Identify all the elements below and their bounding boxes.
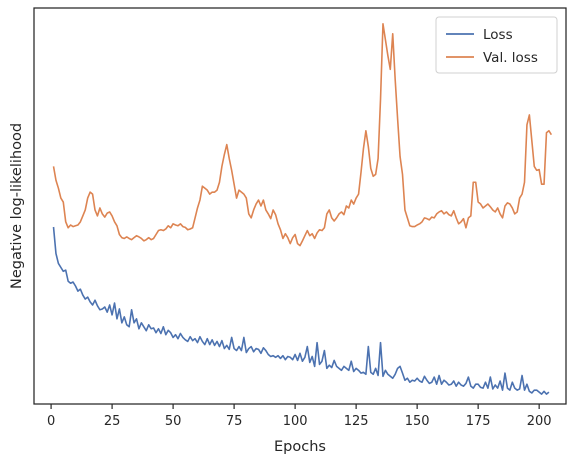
x-axis-ticks: 0 25 50 75 100 125 150 175 200 [47,404,552,429]
legend: Loss Val. loss [435,16,558,74]
legend-frame [435,16,558,74]
series-layer [52,23,553,395]
legend-label: Val. loss [483,50,538,66]
series-line-val-loss [52,23,553,247]
x-tick-label: 150 [405,414,430,429]
y-axis-title: Negative log-likelihood [9,123,25,289]
x-axis-title: Epochs [274,439,326,455]
x-tick-label: 50 [165,414,182,429]
plot-background [34,8,566,404]
x-tick-label: 125 [344,414,369,429]
x-tick-label: 25 [104,414,121,429]
x-tick-label: 175 [466,414,491,429]
plot-frame [33,7,567,405]
x-tick-label: 100 [283,414,308,429]
x-tick-label: 75 [226,414,243,429]
legend-label: Loss [483,27,513,43]
series-line-loss [52,226,550,395]
x-tick-label: 0 [47,414,55,429]
x-tick-label: 200 [527,414,552,429]
